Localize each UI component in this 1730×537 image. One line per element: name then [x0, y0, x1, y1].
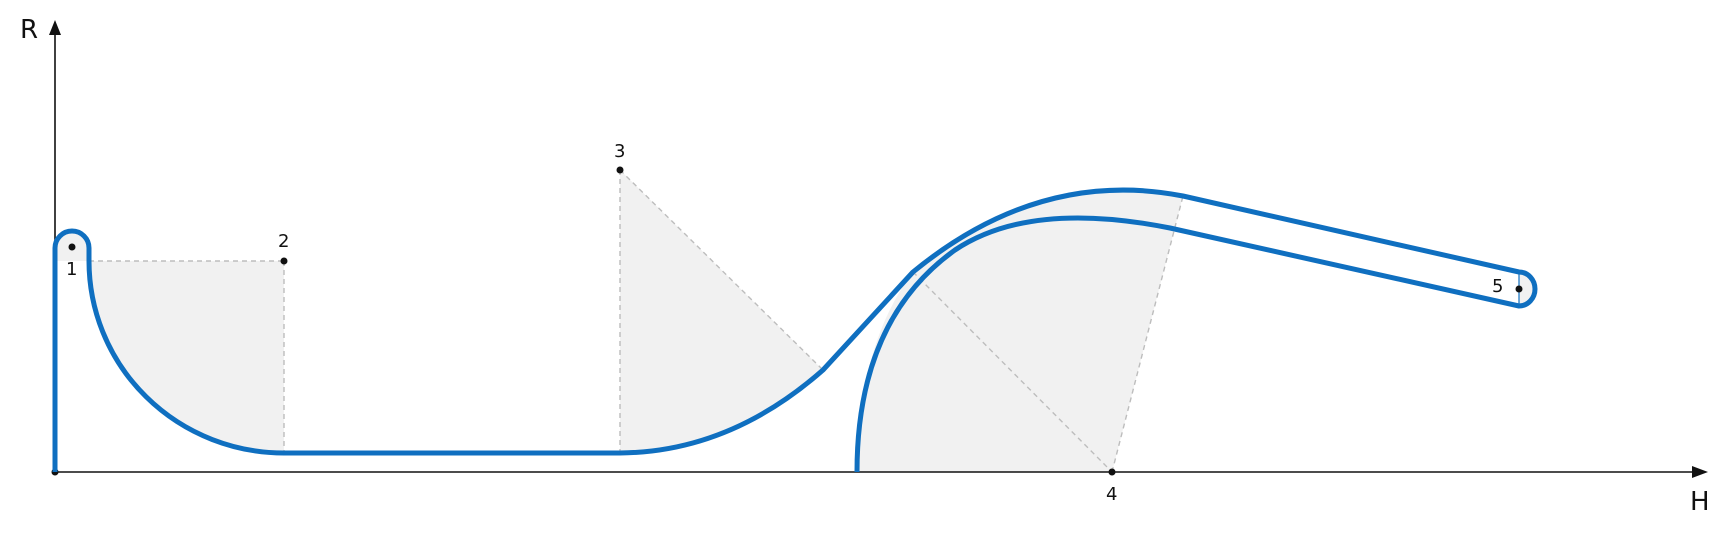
point-4-dot — [1108, 468, 1116, 476]
profile-main-path — [52, 187, 1538, 473]
point-5-dot — [1515, 285, 1523, 293]
point-5-label: 5 — [1492, 276, 1503, 297]
h-axis-arrow — [1692, 466, 1708, 478]
h-axis-label: H — [1690, 487, 1710, 517]
r-axis-arrow — [49, 20, 61, 35]
guide-3-diagonal — [619, 169, 824, 371]
construction-lines — [89, 169, 1184, 473]
guide-4-diagonal-left — [912, 271, 1113, 473]
point-3-dot — [616, 166, 624, 174]
numbered-points: 1 2 3 4 5 — [66, 141, 1523, 505]
point-2-dot — [280, 257, 288, 265]
point-1-dot — [68, 243, 76, 251]
shade-arc-3 — [620, 170, 823, 453]
shade-arc-2 — [89, 261, 284, 453]
point-1-label: 1 — [66, 259, 77, 280]
point-3-label: 3 — [614, 141, 625, 162]
r-axis-label: R — [20, 15, 38, 45]
point-2-label: 2 — [278, 231, 289, 252]
guide-4-diagonal-right — [1111, 195, 1184, 473]
shaded-regions — [55, 170, 1535, 472]
point-4-label: 4 — [1106, 484, 1117, 505]
shade-arc-4 — [857, 190, 1183, 472]
